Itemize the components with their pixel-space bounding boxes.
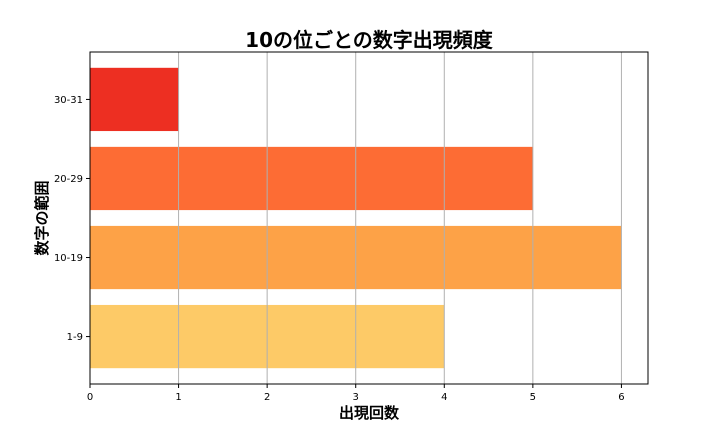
x-axis-label: 出現回数: [339, 404, 400, 422]
y-tick-label: 30-31: [54, 95, 83, 106]
x-tick-label: 4: [441, 392, 447, 403]
x-tick-label: 3: [353, 392, 359, 403]
y-tick-label: 1-9: [67, 332, 83, 343]
y-tick-label: 10-19: [54, 253, 83, 264]
x-tick-label: 6: [618, 392, 624, 403]
plot-frame: [89, 51, 649, 385]
x-tick-label: 5: [530, 392, 536, 403]
x-tick-label: 2: [264, 392, 270, 403]
bar-20-29: [90, 146, 533, 211]
chart-title: 10の位ごとの数字出現頻度: [245, 28, 494, 52]
bar-30-31: [90, 67, 179, 132]
y-axis-label: 数字の範囲: [33, 180, 51, 255]
x-tick-label: 0: [87, 392, 93, 403]
x-tick-label: 1: [175, 392, 181, 403]
y-tick-label: 20-29: [54, 174, 83, 185]
